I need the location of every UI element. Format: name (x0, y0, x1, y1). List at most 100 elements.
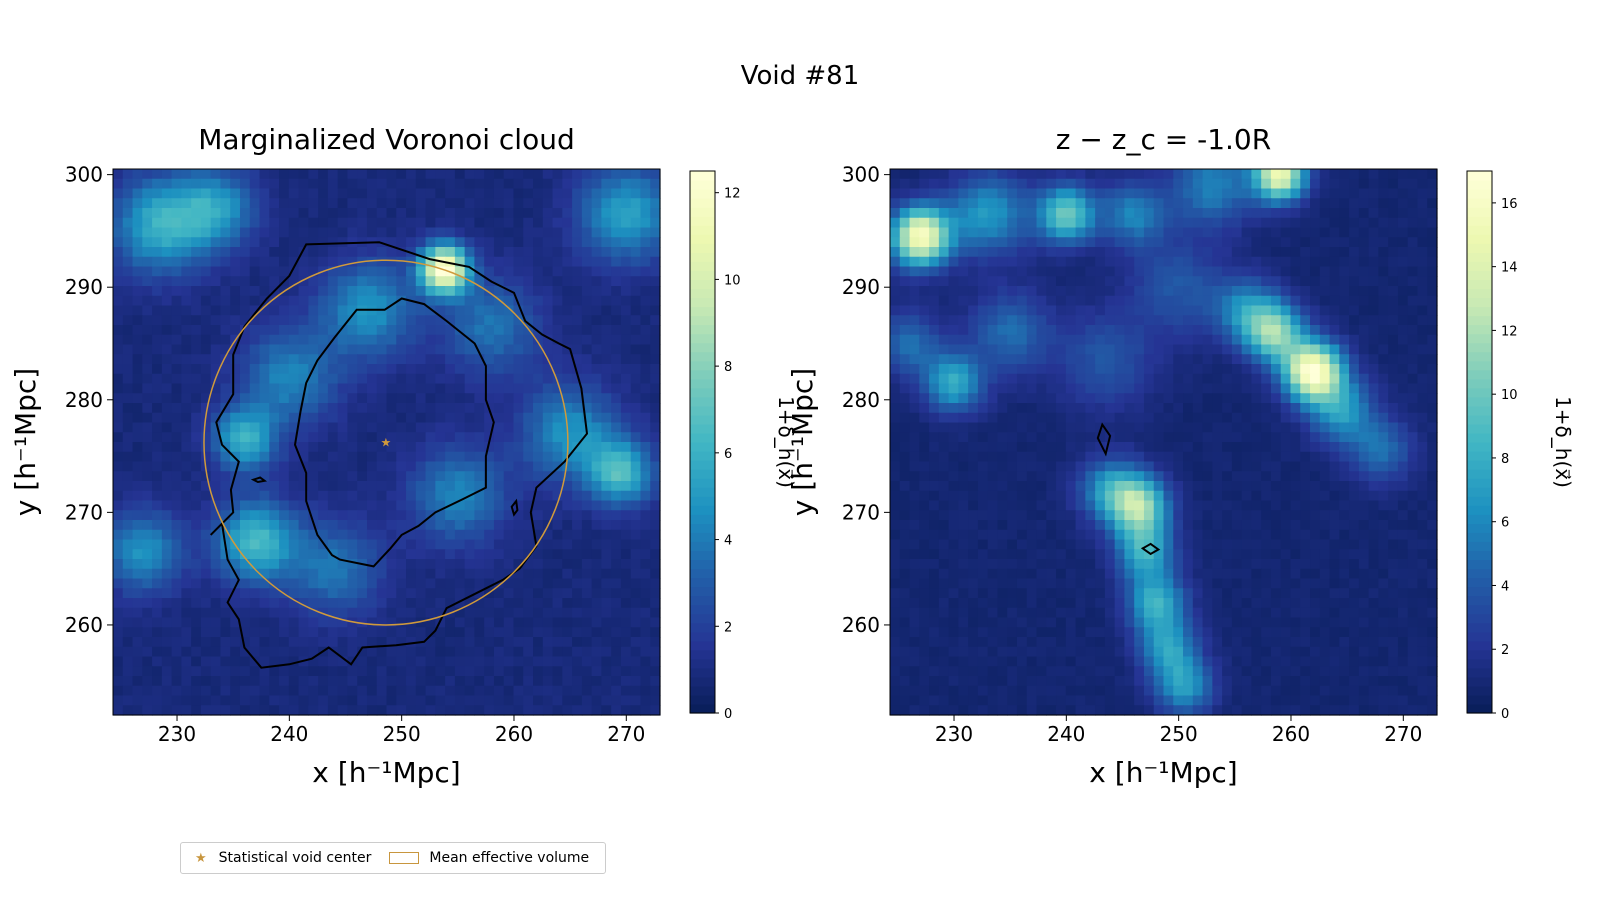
heatmap-cell (611, 412, 622, 424)
heatmap-cell (415, 656, 427, 667)
heatmap-cell (601, 451, 612, 463)
heatmap-cell (142, 344, 153, 355)
heatmap-cell (630, 247, 642, 258)
heatmap-cell (259, 568, 270, 580)
heatmap-cell (1124, 344, 1135, 355)
heatmap-cell (386, 208, 397, 219)
heatmap-cell (376, 198, 388, 209)
heatmap-cell (513, 656, 524, 667)
heatmap-cell (919, 344, 930, 355)
heatmap-cell (640, 325, 651, 336)
heatmap-cell (308, 617, 319, 628)
heatmap-cell (220, 471, 231, 482)
heatmap-cell (1368, 286, 1379, 297)
heatmap-cell (113, 520, 124, 531)
heatmap-cell (899, 373, 911, 385)
heatmap-cell (269, 178, 280, 190)
heatmap-cell (1397, 247, 1409, 258)
heatmap-cell (1114, 442, 1126, 453)
heatmap-cell (210, 695, 222, 706)
heatmap-cell (493, 510, 505, 521)
heatmap-cell (1222, 325, 1233, 336)
heatmap-cell (1407, 461, 1419, 472)
heatmap-cell (249, 617, 261, 628)
heatmap-cell (454, 325, 466, 336)
heatmap-cell (161, 666, 173, 677)
heatmap-cell (259, 695, 270, 706)
heatmap-cell (1388, 178, 1399, 190)
heatmap-cell (493, 344, 505, 355)
heatmap-cell (1368, 169, 1379, 180)
heatmap-cell (161, 178, 173, 190)
heatmap-cell (1095, 364, 1106, 375)
heatmap-cell (1173, 305, 1184, 316)
heatmap-cell (269, 588, 280, 599)
heatmap-cell (1104, 334, 1116, 346)
heatmap-cell (181, 383, 192, 394)
heatmap-cell (552, 500, 563, 511)
heatmap-cell (1231, 237, 1243, 248)
heatmap-cell (1329, 334, 1340, 346)
heatmap-cell (581, 559, 593, 570)
heatmap-cell (919, 334, 930, 346)
heatmap-cell (1368, 227, 1379, 238)
heatmap-cell (269, 705, 280, 716)
heatmap-cell (396, 481, 407, 492)
heatmap-cell (1241, 422, 1253, 433)
heatmap-cell (581, 607, 593, 619)
heatmap-cell (1036, 227, 1047, 238)
heatmap-cell (1183, 325, 1194, 336)
heatmap-cell (445, 646, 456, 658)
heatmap-cell (259, 169, 270, 180)
colorbar-swatch (690, 694, 715, 705)
heatmap-cell (435, 588, 446, 599)
heatmap-cell (1124, 422, 1135, 433)
heatmap-cell (1397, 451, 1409, 463)
heatmap-cell (386, 266, 397, 277)
heatmap-cell (572, 432, 583, 443)
heatmap-cell (181, 422, 192, 433)
heatmap-cell (630, 334, 642, 346)
heatmap-cell (1153, 412, 1165, 424)
heatmap-cell (220, 364, 231, 375)
heatmap-cell (464, 646, 476, 658)
heatmap-cell (1222, 354, 1233, 365)
heatmap-cell (288, 637, 300, 648)
heatmap-cell (279, 685, 290, 697)
heatmap-cell (191, 529, 202, 541)
heatmap-cell (620, 481, 632, 492)
heatmap-cell (1134, 286, 1145, 297)
heatmap-cell (279, 208, 290, 219)
heatmap-cell (406, 334, 417, 346)
heatmap-cell (386, 598, 397, 609)
heatmap-cell (1310, 295, 1321, 307)
heatmap-cell (327, 676, 339, 687)
heatmap-cell (318, 578, 329, 589)
heatmap-cell (493, 354, 505, 365)
heatmap-cell (533, 500, 544, 511)
colorbar-swatch (690, 279, 715, 290)
heatmap-cell (200, 354, 212, 365)
heatmap-cell (415, 256, 427, 268)
heatmap-cell (230, 412, 241, 424)
heatmap-cell (279, 305, 290, 316)
heatmap-cell (958, 334, 969, 346)
heatmap-cell (337, 656, 349, 667)
heatmap-cell (1065, 169, 1077, 180)
heatmap-cell (1016, 276, 1028, 287)
heatmap-cell (503, 568, 515, 580)
heatmap-cell (611, 354, 622, 365)
heatmap-cell (572, 266, 583, 277)
heatmap-cell (415, 198, 427, 209)
heatmap-cell (415, 334, 427, 346)
heatmap-cell (249, 695, 261, 706)
heatmap-cell (1173, 403, 1184, 414)
heatmap-cell (1397, 364, 1409, 375)
heatmap-cell (552, 188, 563, 199)
heatmap-cell (1153, 442, 1165, 453)
heatmap-cell (997, 315, 1008, 326)
heatmap-cell (210, 432, 222, 443)
heatmap-cell (298, 432, 309, 443)
heatmap-cell (308, 559, 319, 570)
heatmap-cell (1007, 237, 1018, 248)
